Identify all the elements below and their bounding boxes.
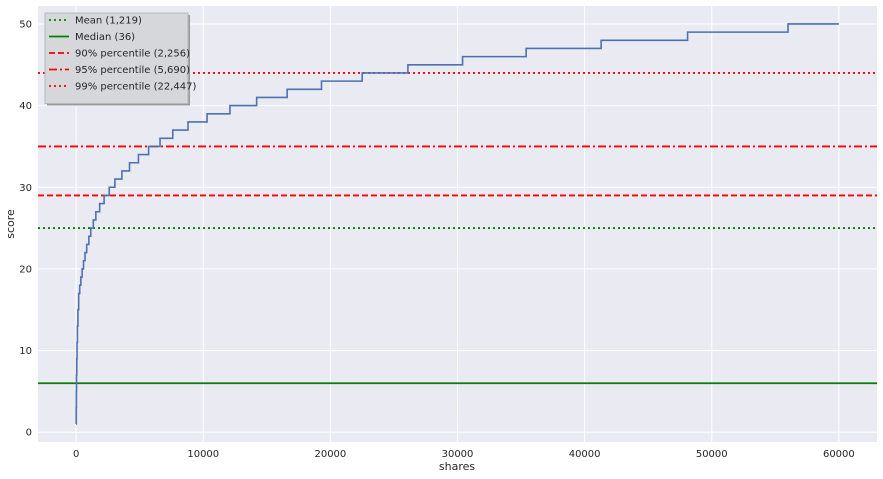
reference-lines (38, 72, 877, 385)
y-tick-label: 0 (26, 428, 32, 439)
series-layer (75, 23, 839, 425)
x-tick-label: 40000 (569, 449, 601, 460)
y-tick-label: 10 (19, 346, 32, 357)
legend-label: 99% percentile (22,447) (75, 82, 196, 93)
y-tick-label: 20 (19, 264, 32, 275)
grid (38, 6, 877, 442)
legend: Mean (1,219) Median (36) 90% percentile (2… (44, 12, 196, 106)
x-tick-labels: 0 10000 20000 30000 40000 50000 60000 (73, 449, 855, 460)
x-tick-label: 10000 (187, 449, 219, 460)
y-tick-labels: 0 10 20 30 40 50 (19, 19, 32, 438)
x-tick-label: 20000 (314, 449, 346, 460)
y-tick-label: 30 (19, 183, 32, 194)
series-line (75, 23, 839, 425)
x-tick-label: 60000 (823, 449, 855, 460)
x-tick-label: 30000 (442, 449, 474, 460)
y-tick-label: 40 (19, 101, 32, 112)
x-tick-label: 0 (73, 449, 79, 460)
x-tick-label: 50000 (696, 449, 728, 460)
x-axis-label: shares (439, 460, 475, 473)
y-tick-label: 50 (19, 19, 32, 30)
legend-label: 90% percentile (2,256) (75, 49, 190, 60)
legend-label: Mean (1,219) (75, 16, 142, 27)
legend-label: 95% percentile (5,690) (75, 65, 190, 76)
legend-label: Median (36) (75, 32, 135, 43)
y-axis-label: score (4, 209, 17, 239)
legend-box (44, 12, 189, 104)
